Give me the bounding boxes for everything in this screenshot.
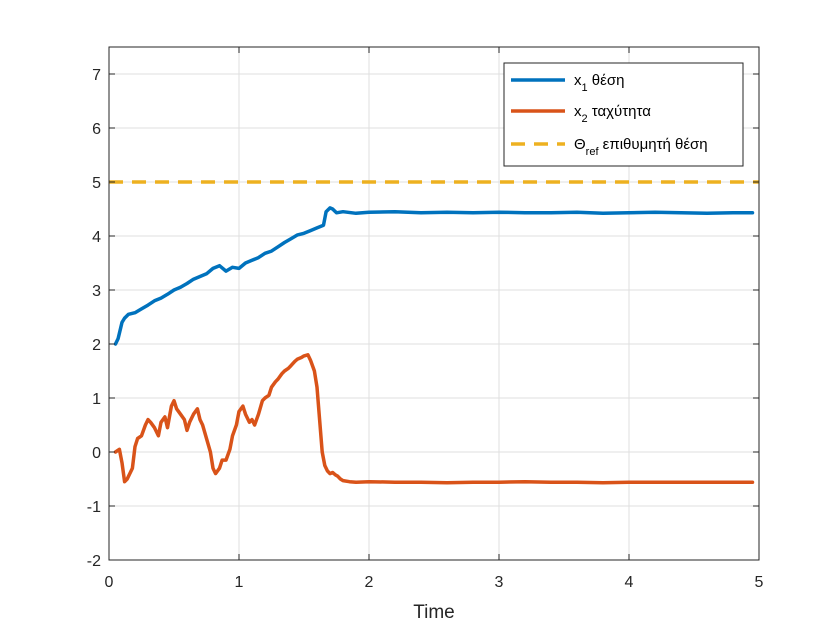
x-tick-labels: 0 1 2 3 4 5 — [105, 574, 764, 591]
y-tick-labels: -2 -1 0 1 2 3 4 5 6 7 — [87, 67, 101, 570]
y-tick-label: -2 — [87, 553, 101, 570]
legend-label-1: x2 ταχύτητα — [574, 103, 651, 125]
y-tick-label: 7 — [92, 67, 101, 84]
y-tick-label: 5 — [92, 175, 101, 192]
tick-marks — [108, 47, 760, 561]
legend-label-0: x1 θέση — [574, 72, 624, 94]
x-tick-label: 2 — [365, 574, 374, 591]
legend-label-rest: θέση — [588, 72, 625, 89]
legend-label-main: x — [574, 72, 582, 89]
legend-label-rest: επιθυμητή θέση — [599, 136, 708, 153]
x-tick-label: 3 — [495, 574, 504, 591]
y-tick-label: 6 — [92, 121, 101, 138]
legend-label-subscript: 1 — [582, 82, 588, 94]
y-tick-label: 3 — [92, 283, 101, 300]
y-tick-label: 2 — [92, 337, 101, 354]
y-tick-label: 1 — [92, 391, 101, 408]
x-tick-label: 4 — [625, 574, 634, 591]
series-layer — [109, 180, 759, 485]
x-tick-label: 5 — [755, 574, 764, 591]
legend-label-main: x — [574, 103, 582, 120]
legend-label-subscript: ref — [586, 146, 600, 158]
series-line-1 — [113, 353, 755, 485]
legend-label-2: Θref επιθυμητή θέση — [574, 136, 708, 158]
series-line-0 — [113, 206, 755, 346]
y-tick-label: 4 — [92, 229, 101, 246]
y-tick-label: -1 — [87, 499, 101, 516]
x-tick-label: 0 — [105, 574, 114, 591]
plot-frame — [108, 46, 760, 561]
x-tick-label: 1 — [235, 574, 244, 591]
legend-label-rest: ταχύτητα — [588, 103, 652, 120]
x-axis-title: Time — [413, 602, 455, 623]
legend-label-main: Θ — [574, 136, 586, 153]
legend-label-subscript: 2 — [582, 113, 588, 125]
y-tick-label: 0 — [92, 445, 101, 462]
